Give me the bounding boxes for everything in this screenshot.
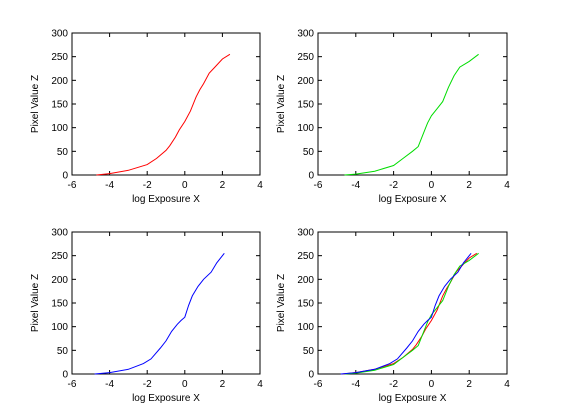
y-axis-label: Pixel Value Z — [276, 274, 287, 332]
y-tick-label: 100 — [51, 322, 68, 333]
axes-frame — [71, 32, 261, 176]
x-tick-label: -6 — [68, 180, 77, 191]
y-tick-label: 150 — [297, 100, 314, 111]
y-axis-label: Pixel Value Z — [276, 75, 287, 133]
y-tick-label: 250 — [297, 251, 314, 262]
x-axis-label: log Exposure X — [132, 194, 200, 205]
y-tick-label: 0 — [62, 171, 68, 182]
x-tick-label: 2 — [220, 180, 226, 191]
axes-frame — [317, 32, 508, 176]
x-tick-label: 2 — [466, 379, 472, 390]
x-tick-label: 0 — [182, 379, 188, 390]
x-tick-label: -2 — [389, 180, 398, 191]
x-tick-label: -6 — [314, 180, 323, 191]
series-line-1 — [94, 252, 225, 375]
series-line-1 — [96, 53, 231, 176]
x-axis-label: log Exposure X — [379, 194, 447, 205]
x-tick-label: 0 — [429, 379, 435, 390]
y-tick-label: 150 — [51, 299, 68, 310]
y-tick-label: 0 — [308, 370, 314, 381]
x-tick-label: -2 — [143, 180, 152, 191]
x-tick-label: -6 — [314, 379, 323, 390]
y-tick-label: 300 — [297, 228, 314, 239]
y-tick-label: 100 — [297, 322, 314, 333]
y-tick-label: 0 — [308, 171, 314, 182]
x-axis-label: log Exposure X — [379, 393, 447, 404]
x-tick-label: 4 — [504, 379, 510, 390]
y-tick-label: 50 — [303, 346, 315, 357]
x-tick-label: 0 — [182, 180, 188, 191]
y-tick-label: 200 — [297, 76, 314, 87]
subplot-3: -6 -4 -2 0 2 4 0 50 100 150 200 250 300 log Exposure … — [30, 228, 263, 405]
y-tick-label: 300 — [297, 29, 314, 40]
series-line-3 — [340, 252, 472, 375]
x-tick-label: -4 — [105, 180, 114, 191]
y-tick-label: 200 — [297, 275, 314, 286]
series-line-1 — [344, 53, 479, 176]
x-tick-label: -4 — [351, 180, 360, 191]
y-tick-label: 300 — [51, 29, 68, 40]
y-tick-label: 150 — [51, 100, 68, 111]
y-tick-label: 50 — [57, 147, 69, 158]
series-line-2 — [344, 252, 479, 375]
y-tick-label: 50 — [303, 147, 315, 158]
x-tick-label: 2 — [220, 379, 226, 390]
x-tick-label: -2 — [143, 379, 152, 390]
y-tick-label: 200 — [51, 275, 68, 286]
x-tick-label: -4 — [351, 379, 360, 390]
y-tick-label: 250 — [51, 52, 68, 63]
y-tick-label: 100 — [297, 123, 314, 134]
x-tick-label: 4 — [504, 180, 510, 191]
subplot-2: -6 -4 -2 0 2 4 0 50 100 150 200 250 300 log Exposure … — [276, 29, 510, 206]
x-tick-label: 4 — [257, 379, 263, 390]
x-tick-label: 0 — [429, 180, 435, 191]
subplot-4: -6 -4 -2 0 2 4 0 50 100 150 200 250 300 log Exposure … — [276, 228, 510, 405]
y-tick-label: 100 — [51, 123, 68, 134]
y-tick-label: 150 — [297, 299, 314, 310]
x-tick-label: -6 — [68, 379, 77, 390]
x-axis-label: log Exposure X — [132, 393, 200, 404]
subplot-1: -6 -4 -2 0 2 4 0 50 100 150 200 250 300 log Exposure … — [30, 29, 263, 206]
y-tick-label: 0 — [62, 370, 68, 381]
y-axis-label: Pixel Value Z — [30, 274, 41, 332]
y-tick-label: 200 — [51, 76, 68, 87]
x-tick-label: -2 — [389, 379, 398, 390]
x-tick-label: -4 — [105, 379, 114, 390]
y-axis-label: Pixel Value Z — [30, 75, 41, 133]
x-tick-label: 4 — [257, 180, 263, 191]
axes-frame — [71, 231, 261, 375]
y-tick-label: 250 — [297, 52, 314, 63]
y-tick-label: 50 — [57, 346, 69, 357]
axes-frame — [317, 231, 508, 375]
y-tick-label: 300 — [51, 228, 68, 239]
x-tick-label: 2 — [466, 180, 472, 191]
y-tick-label: 250 — [51, 251, 68, 262]
